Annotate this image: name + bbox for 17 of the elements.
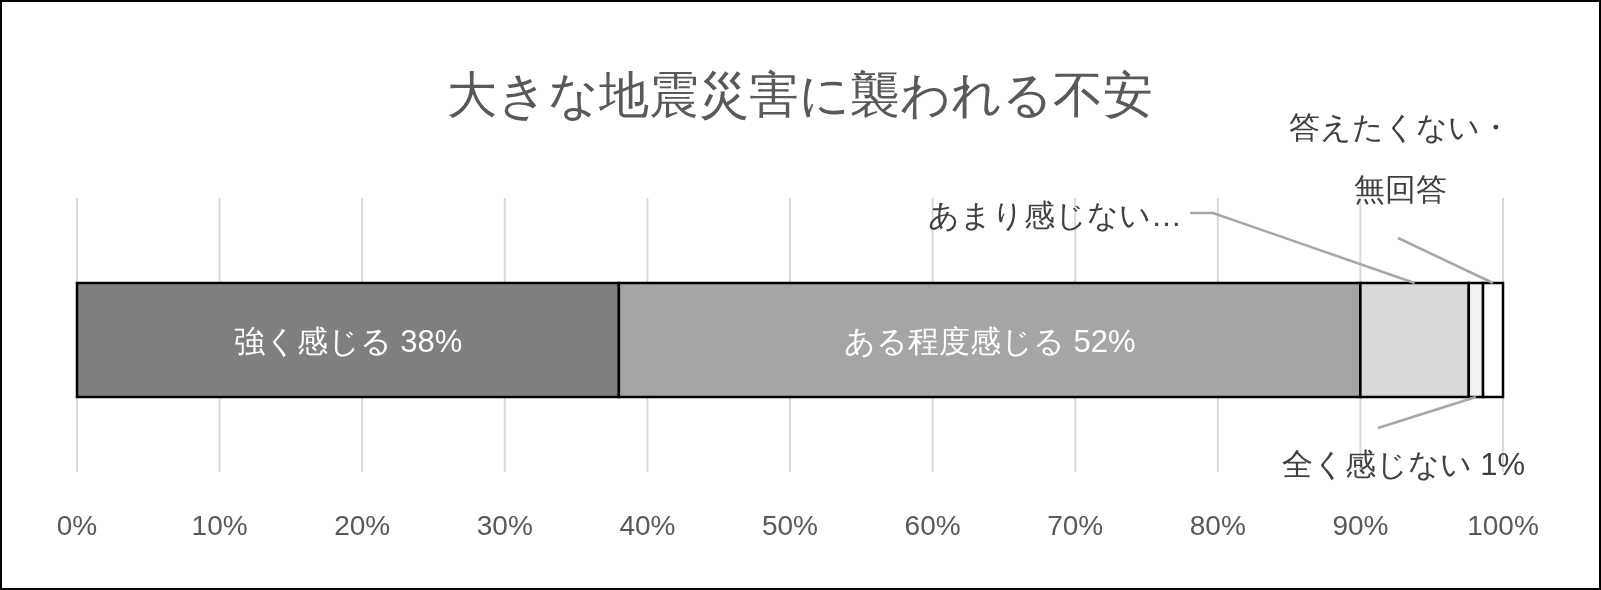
x-tick-label: 40% xyxy=(619,510,676,541)
x-tick-label: 20% xyxy=(334,510,391,541)
x-tick-label: 60% xyxy=(904,510,961,541)
text: あまり感じない… xyxy=(928,198,1182,233)
x-tick-label: 0% xyxy=(56,510,98,541)
chart-title: 大きな地震災害に襲われる不安 xyxy=(447,67,1153,123)
x-tick-label: 90% xyxy=(1332,510,1389,541)
text: 強く感じる 38% xyxy=(233,324,463,359)
x-tick-label: 50% xyxy=(761,510,819,541)
x-tick-label: 80% xyxy=(1189,510,1246,541)
text: 全く感じない 1% xyxy=(1281,447,1525,482)
x-tick-label: 100% xyxy=(1467,510,1539,541)
text: 答えたくない・無回答 xyxy=(1289,110,1511,207)
x-tick-label: 70% xyxy=(1047,510,1104,541)
x-tick-label: 10% xyxy=(191,510,248,541)
text: ある程度感じる 52% xyxy=(843,324,1136,359)
x-tick-label: 30% xyxy=(476,510,533,541)
